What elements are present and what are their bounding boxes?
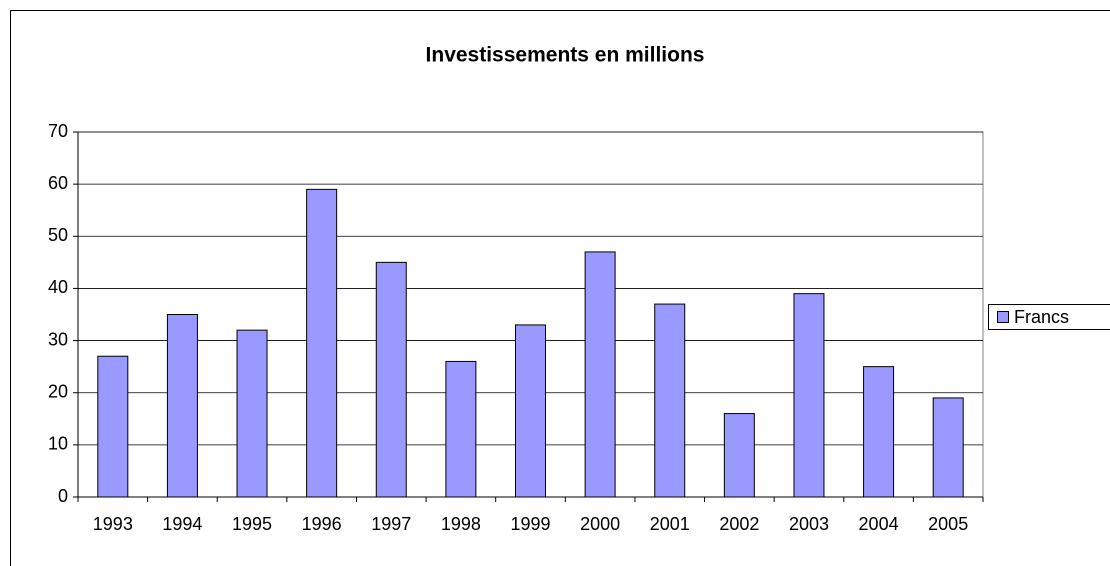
- x-tick-label: 2003: [789, 514, 829, 534]
- x-tick-label: 2004: [859, 514, 899, 534]
- x-tick-label: 2002: [719, 514, 759, 534]
- bar: [97, 355, 129, 498]
- y-tick-label: 20: [48, 381, 68, 401]
- y-tick-label: 70: [48, 121, 68, 141]
- x-tick-label: 1999: [510, 514, 550, 534]
- x-tick-label: 2000: [580, 514, 620, 534]
- legend-swatch: [997, 311, 1009, 323]
- bar: [793, 293, 825, 498]
- bar: [932, 397, 964, 498]
- x-tick-label: 1996: [302, 514, 342, 534]
- y-tick-label: 30: [48, 329, 68, 349]
- bar: [306, 188, 338, 498]
- legend-label: Francs: [1014, 307, 1069, 327]
- x-tick-label: 1995: [232, 514, 272, 534]
- y-tick-label: 60: [48, 173, 68, 193]
- x-tick-label: 1993: [93, 514, 133, 534]
- x-tick-label: 1998: [441, 514, 481, 534]
- x-tick-label: 2005: [928, 514, 968, 534]
- x-tick-label: 1997: [371, 514, 411, 534]
- bar: [515, 324, 546, 498]
- bar: [723, 413, 755, 498]
- bar: [863, 366, 895, 498]
- y-tick-label: 40: [48, 277, 68, 297]
- bar: [236, 329, 268, 498]
- bar: [375, 261, 407, 498]
- y-tick-label: 0: [58, 486, 68, 506]
- x-tick-label: 2001: [650, 514, 690, 534]
- y-tick-label: 10: [48, 434, 68, 454]
- chart-title: Investissements en millions: [426, 44, 705, 67]
- bar: [166, 314, 198, 498]
- y-tick-label: 50: [48, 225, 68, 245]
- bar: [654, 303, 686, 498]
- bar: [445, 360, 477, 498]
- x-tick-label: 1994: [162, 514, 202, 534]
- bar: [584, 251, 616, 498]
